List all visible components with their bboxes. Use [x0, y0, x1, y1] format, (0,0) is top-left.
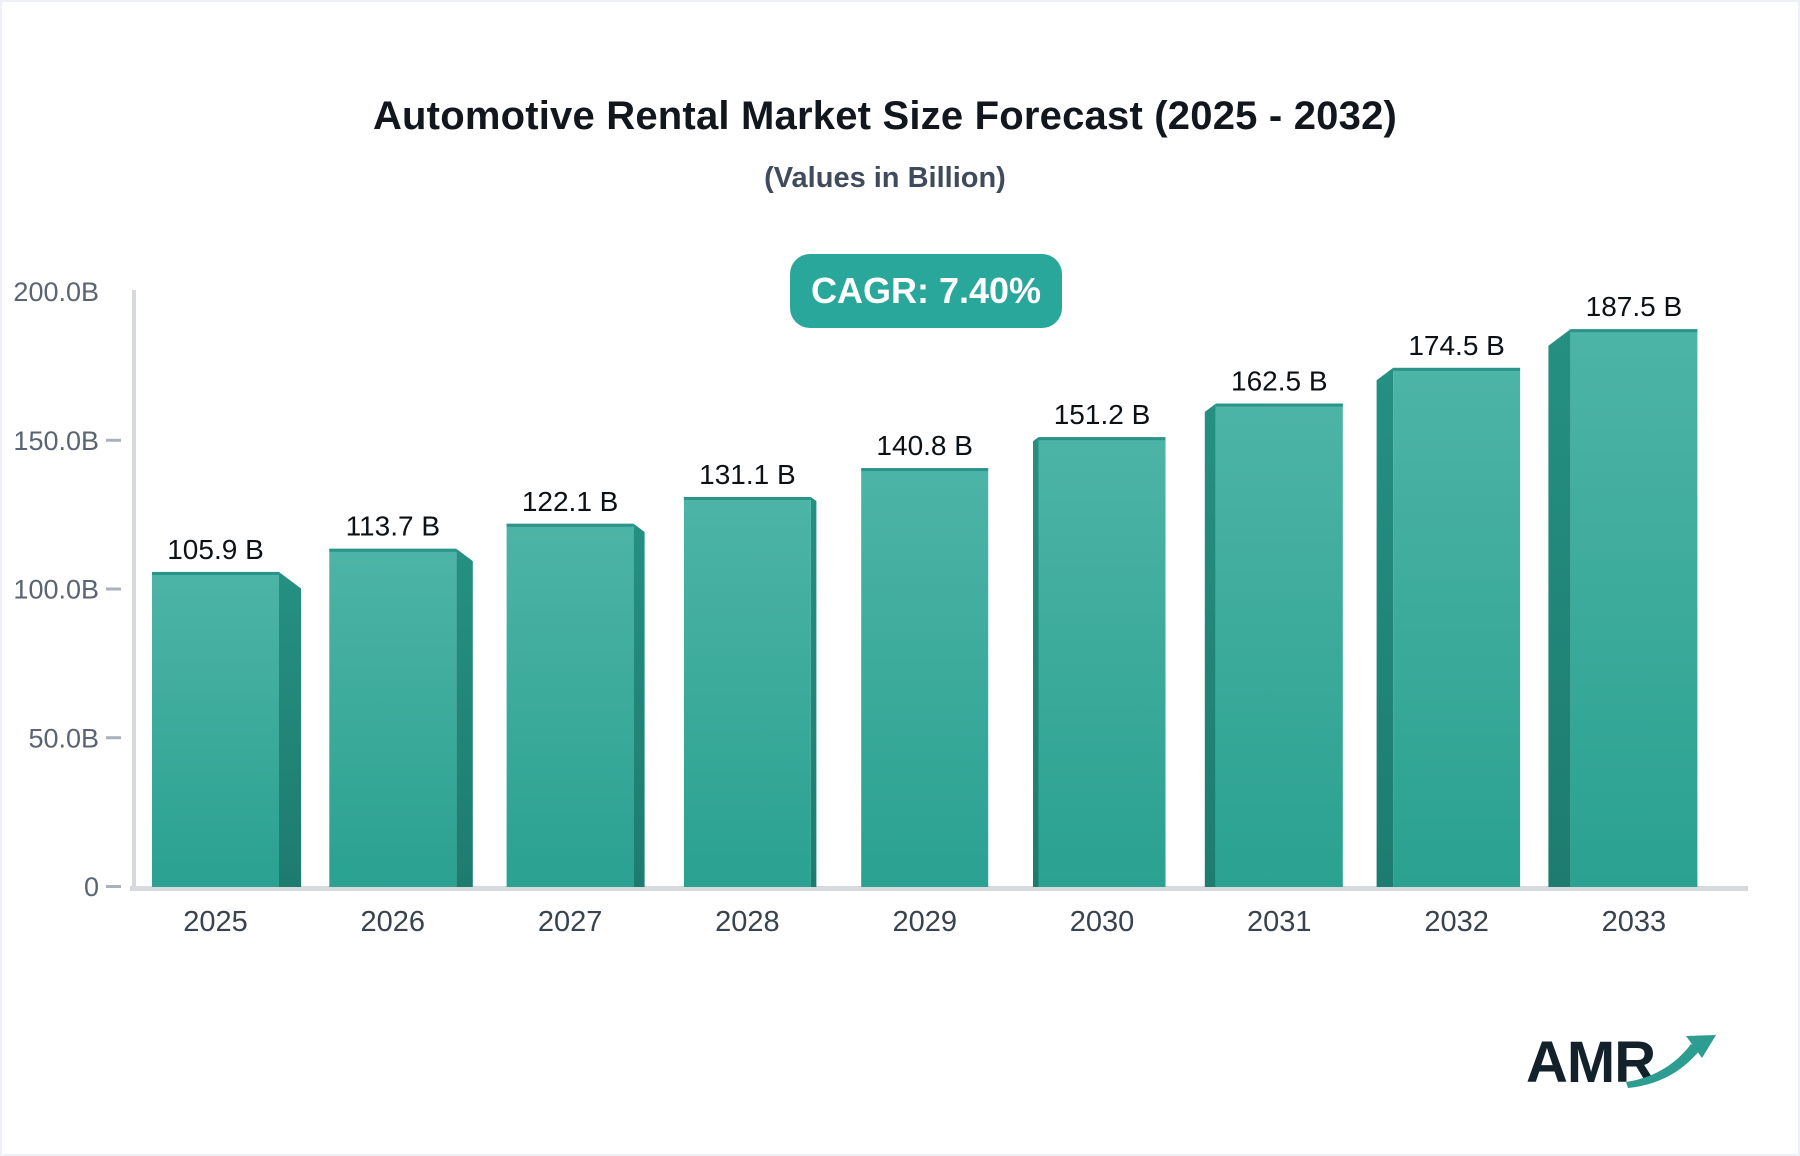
x-axis-label: 2029 — [892, 906, 957, 938]
bar-2028: 131.1 B — [683, 459, 817, 887]
bar-front-face — [861, 468, 989, 887]
chart-title: Automotive Rental Market Size Forecast (… — [372, 94, 1398, 138]
growth-arrow-icon — [1626, 1035, 1716, 1088]
bar-top-rim — [683, 496, 811, 500]
x-axis-label: 2027 — [538, 906, 603, 938]
x-axis-label: 2025 — [183, 906, 248, 938]
y-axis-tick — [106, 438, 121, 442]
bar-front-face — [1570, 329, 1698, 887]
bar-side-face — [1204, 403, 1216, 887]
bar-top-rim — [1215, 403, 1343, 407]
bar-2025: 105.9 B — [152, 534, 301, 887]
bar-2033: 187.5 B — [1548, 291, 1698, 887]
bar-2031: 162.5 B — [1204, 366, 1343, 887]
bar-side-face — [633, 523, 645, 887]
x-axis-label: 2032 — [1424, 906, 1489, 938]
bar-value-label: 113.7 B — [346, 511, 440, 542]
bar-top-rim — [1393, 367, 1521, 371]
y-axis-tick — [106, 736, 121, 740]
x-axis-label: 2031 — [1247, 906, 1312, 938]
bar-top-rim — [506, 523, 634, 527]
bar-front-face — [1038, 437, 1166, 887]
y-axis-tick — [106, 885, 121, 888]
y-axis-tick — [106, 587, 121, 591]
y-axis-label: 100.0B — [13, 575, 99, 605]
bar-top-rim — [1038, 437, 1166, 441]
bar-value-label: 140.8 B — [876, 430, 973, 461]
bar-value-label: 122.1 B — [522, 486, 619, 517]
x-axis-label: 2033 — [1602, 906, 1667, 938]
y-axis-line — [132, 290, 136, 891]
bar-front-face — [152, 571, 279, 887]
bar-front-face — [1215, 403, 1343, 887]
bar-side-face — [279, 571, 301, 887]
bar-top-rim — [861, 468, 989, 472]
bar-side-face — [810, 496, 817, 887]
bar-side-face — [456, 548, 473, 887]
bar-top-rim — [329, 548, 457, 552]
x-axis-line — [130, 886, 1748, 891]
bar-side-face — [1548, 329, 1571, 887]
x-axis-label: 2030 — [1070, 906, 1135, 938]
cagr-badge: CAGR: 7.40% — [790, 254, 1062, 328]
bar-top-rim — [152, 571, 279, 575]
bar-2027: 122.1 B — [506, 486, 645, 887]
y-axis-label: 50.0B — [28, 723, 99, 753]
bar-value-label: 187.5 B — [1586, 291, 1683, 322]
x-axis-label: 2026 — [361, 906, 426, 938]
bar-front-face — [329, 548, 457, 887]
bar-front-face — [506, 523, 634, 887]
bar-2030: 151.2 B — [1033, 399, 1166, 887]
bar-value-label: 162.5 B — [1231, 366, 1328, 397]
x-axis-label: 2028 — [715, 906, 780, 938]
bar-value-label: 151.2 B — [1054, 399, 1151, 430]
bar-value-label: 174.5 B — [1408, 330, 1505, 361]
chart-subtitle: (Values in Billion) — [764, 162, 1006, 194]
bar-2029: 140.8 B — [861, 430, 989, 887]
bar-2026: 113.7 B — [329, 511, 473, 887]
bar-front-face — [683, 496, 811, 887]
arrow-swoosh — [1626, 1044, 1700, 1088]
bar-top-rim — [1570, 329, 1698, 333]
bar-side-face — [1376, 367, 1394, 887]
bar-front-face — [1393, 367, 1521, 887]
brand-logo: AMR — [1526, 1030, 1736, 1102]
y-axis-label: 150.0B — [13, 426, 99, 456]
bar-value-label: 105.9 B — [167, 534, 264, 565]
y-axis-label: 200.0B — [13, 277, 99, 307]
y-axis-label: 0 — [84, 872, 99, 902]
bar-2032: 174.5 B — [1376, 330, 1521, 887]
bar-value-label: 131.1 B — [699, 459, 796, 490]
arrow-head — [1686, 1035, 1716, 1058]
bar-side-face — [1033, 437, 1039, 887]
